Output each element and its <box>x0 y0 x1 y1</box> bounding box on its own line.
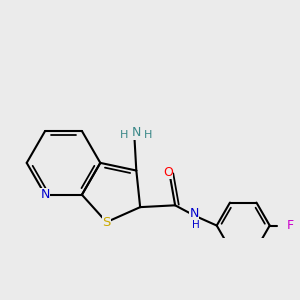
Text: H: H <box>192 220 200 230</box>
Text: S: S <box>102 216 111 229</box>
Text: O: O <box>163 166 173 179</box>
Text: H: H <box>120 130 128 140</box>
Text: H: H <box>144 130 153 140</box>
Text: F: F <box>286 219 293 232</box>
Text: N: N <box>189 207 199 220</box>
Text: N: N <box>132 126 141 139</box>
Text: N: N <box>40 188 50 201</box>
